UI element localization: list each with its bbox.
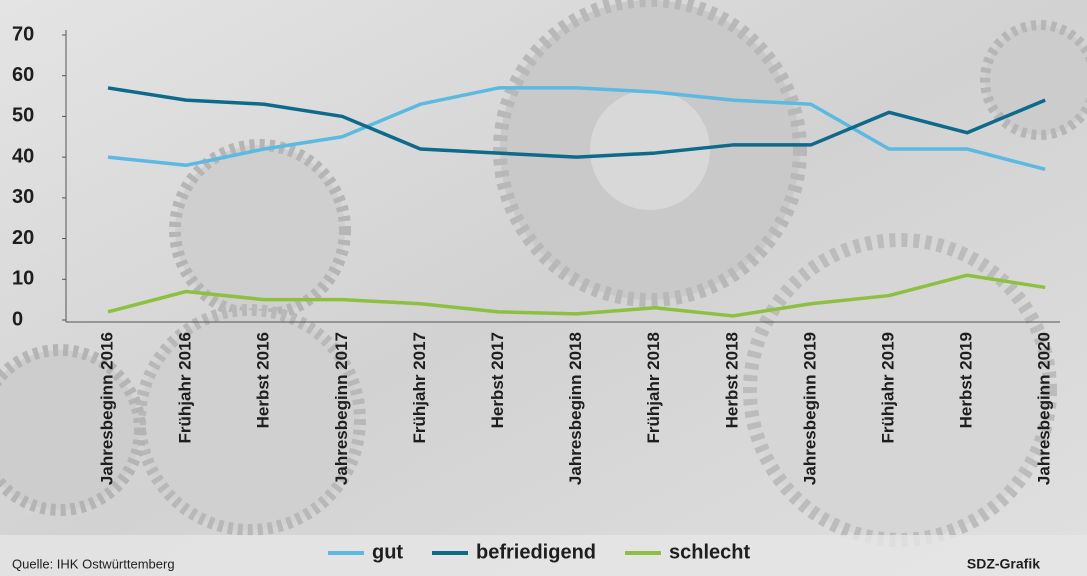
x-tick-label: Jahresbeginn 2019 <box>800 332 819 485</box>
y-tick-label: 70 <box>12 23 34 45</box>
x-tick-label: Herbst 2018 <box>722 332 741 428</box>
x-tick-label: Herbst 2016 <box>254 332 273 428</box>
x-tick-label: Jahresbeginn 2016 <box>97 332 116 485</box>
y-tick-label: 50 <box>12 105 34 127</box>
source: Quelle: IHK Ostwürttemberg <box>12 556 175 571</box>
x-tick-label: Herbst 2017 <box>488 332 507 428</box>
legend-label: befriedigend <box>476 541 596 563</box>
x-tick-label: Frühjahr 2018 <box>644 332 663 444</box>
x-tick-label: Jahresbeginn 2017 <box>332 332 351 485</box>
y-tick-label: 40 <box>12 145 34 167</box>
series-line <box>107 86 1046 172</box>
legend-label: schlecht <box>669 541 750 563</box>
x-tick-label: Frühjahr 2016 <box>176 332 195 444</box>
x-tick-label: Frühjahr 2017 <box>410 332 429 444</box>
legend-label: gut <box>372 541 403 563</box>
y-tick-label: 20 <box>12 227 34 249</box>
y-tick-label: 30 <box>12 186 34 208</box>
x-tick-label: Jahresbeginn 2020 <box>1035 332 1054 485</box>
y-tick-label: 60 <box>12 64 34 86</box>
series-line <box>107 273 1046 318</box>
series-line <box>107 86 1046 159</box>
y-tick-label: 0 <box>12 308 23 330</box>
x-tick-label: Jahresbeginn 2018 <box>566 332 585 485</box>
credit: SDZ-Grafik <box>967 556 1040 572</box>
y-tick-label: 10 <box>12 268 34 290</box>
x-tick-label: Herbst 2019 <box>957 332 976 428</box>
x-tick-label: Frühjahr 2019 <box>878 332 897 444</box>
